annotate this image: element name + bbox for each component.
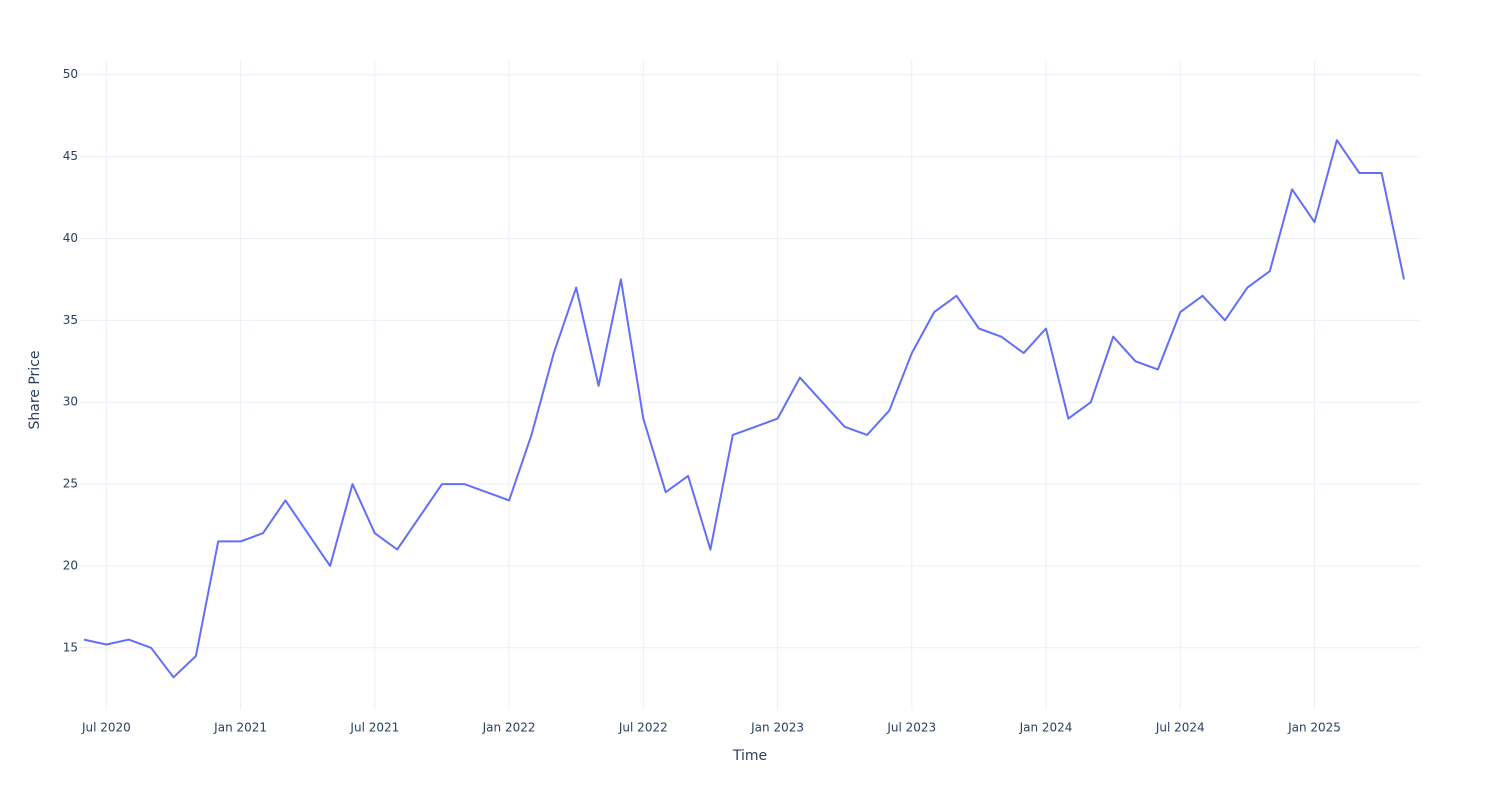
x-tick-label: Jul 2024 bbox=[1155, 721, 1205, 735]
y-tick-label: 40 bbox=[63, 231, 78, 245]
x-axis-title: Time bbox=[732, 748, 767, 764]
price-line bbox=[83, 139, 1405, 679]
y-tick-label: 20 bbox=[63, 558, 78, 572]
x-tick-label: Jan 2024 bbox=[1019, 721, 1073, 735]
x-tick-label: Jan 2021 bbox=[213, 721, 267, 735]
x-tick-label: Jul 2022 bbox=[618, 721, 668, 735]
y-tick-label: 50 bbox=[63, 67, 78, 81]
y-tick-label: 15 bbox=[63, 640, 78, 654]
x-tick-label: Jan 2023 bbox=[750, 721, 804, 735]
y-tick-label: 45 bbox=[63, 149, 78, 163]
y-tick-label: 30 bbox=[63, 395, 78, 409]
x-tick-label: Jan 2022 bbox=[482, 721, 536, 735]
x-tick-label: Jan 2025 bbox=[1287, 721, 1341, 735]
x-tick-label: Jul 2021 bbox=[349, 721, 399, 735]
x-tick-label: Jul 2020 bbox=[81, 721, 131, 735]
x-tick-label: Jul 2023 bbox=[886, 721, 936, 735]
y-axis-title: Share Price bbox=[27, 350, 43, 429]
y-tick-label: 35 bbox=[63, 313, 78, 327]
y-tick-label: 25 bbox=[63, 477, 78, 491]
